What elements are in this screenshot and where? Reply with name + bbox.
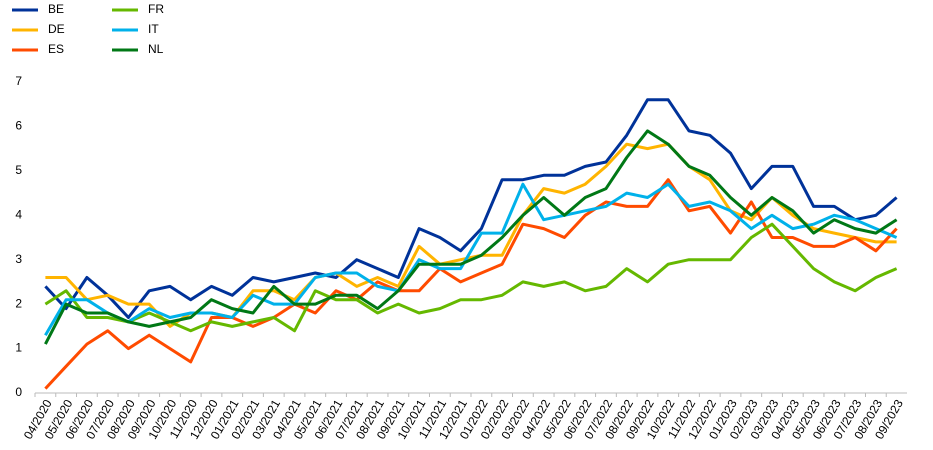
y-tick-label: 7 (15, 74, 22, 88)
legend-label: FR (148, 2, 164, 16)
y-tick-label: 4 (15, 207, 22, 221)
line-series (44, 178, 898, 390)
legend-label: ES (48, 42, 64, 56)
legend-label: BE (48, 2, 64, 16)
line-series (44, 222, 898, 333)
y-tick-label: 1 (15, 341, 22, 355)
y-tick-label: 5 (15, 163, 22, 177)
y-tick-label: 2 (15, 296, 22, 310)
legend-label: DE (48, 22, 65, 36)
line-series (44, 98, 898, 319)
y-tick-label: 0 (15, 385, 22, 399)
y-tick-label: 3 (15, 252, 22, 266)
legend-label: NL (148, 42, 164, 56)
line-series (44, 182, 898, 336)
line-series (44, 129, 898, 345)
y-tick-label: 6 (15, 119, 22, 133)
legend-label: IT (148, 22, 159, 36)
